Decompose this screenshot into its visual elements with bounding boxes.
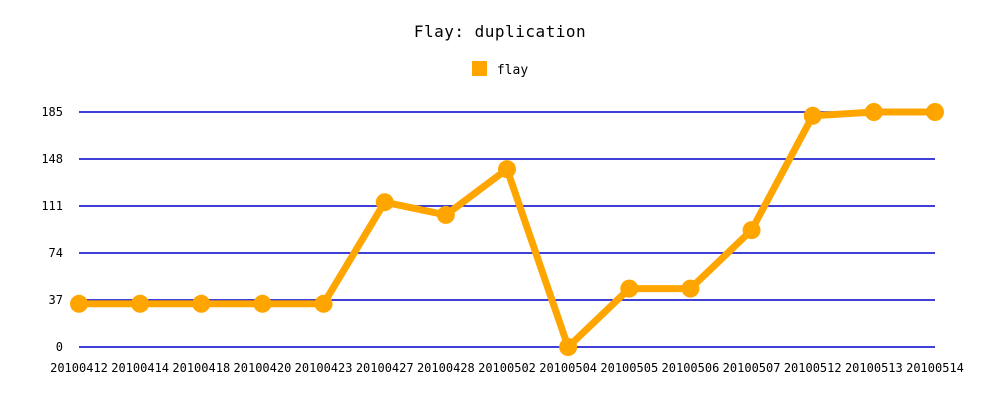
x-tick-label: 20100423: [295, 361, 353, 375]
x-tick-label: 20100506: [662, 361, 720, 375]
data-point: [131, 294, 150, 313]
x-tick-label: 20100414: [111, 361, 169, 375]
y-tick-label: 0: [56, 340, 63, 354]
legend: flay: [0, 61, 1000, 78]
y-tick-label: 148: [41, 152, 63, 166]
data-point: [375, 193, 394, 212]
y-tick-label: 74: [49, 246, 63, 260]
data-point: [253, 294, 272, 313]
x-tick-label: 20100418: [172, 361, 230, 375]
x-tick-label: 20100412: [50, 361, 108, 375]
legend-label: flay: [496, 63, 529, 78]
x-tick-label: 20100428: [417, 361, 475, 375]
data-point: [192, 294, 211, 313]
chart-title: Flay: duplication: [413, 22, 587, 41]
x-tick-label: 20100504: [539, 361, 597, 375]
x-tick-label: 20100514: [906, 361, 964, 375]
data-point: [803, 106, 822, 125]
data-point: [314, 294, 333, 313]
data-point: [70, 294, 88, 313]
y-tick-label: 185: [41, 105, 63, 119]
y-tick-label: 111: [41, 199, 63, 213]
x-tick-label: 20100512: [784, 361, 842, 375]
x-tick-label: 20100420: [234, 361, 292, 375]
data-point: [620, 279, 639, 298]
x-tick-label: 20100507: [723, 361, 781, 375]
data-point: [559, 338, 578, 356]
data-point: [681, 279, 700, 298]
data-point: [864, 103, 883, 121]
legend-swatch: [471, 61, 487, 76]
series-line: [75, 108, 939, 351]
x-tick-label: 20100502: [478, 361, 536, 375]
x-tick-label: 20100505: [600, 361, 658, 375]
data-point: [498, 160, 516, 179]
data-point: [742, 221, 761, 240]
y-tick-label: 37: [49, 293, 63, 307]
x-tick-label: 20100427: [356, 361, 414, 375]
data-point: [436, 205, 455, 224]
data-point: [926, 103, 944, 121]
x-tick-label: 20100513: [845, 361, 903, 375]
